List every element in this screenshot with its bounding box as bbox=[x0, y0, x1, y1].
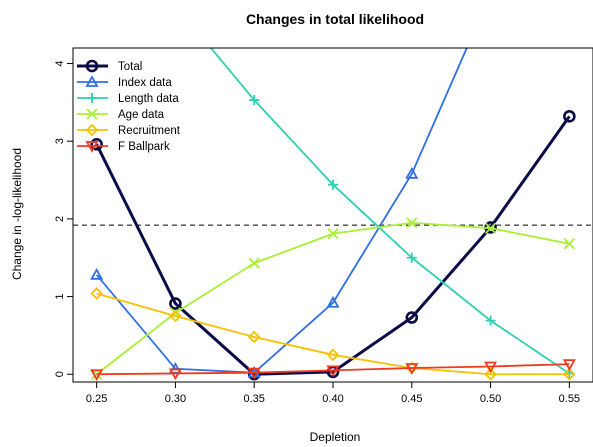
y-tick-label: 1 bbox=[54, 293, 66, 299]
x-tick-label: 0.50 bbox=[480, 393, 501, 405]
data-point bbox=[169, 309, 182, 323]
data-point bbox=[90, 267, 104, 280]
data-point bbox=[563, 367, 576, 381]
legend-item: Total bbox=[77, 59, 142, 73]
legend-marker bbox=[85, 141, 99, 153]
data-point bbox=[90, 287, 103, 300]
data-point bbox=[405, 166, 419, 179]
legend-label: F Ballpark bbox=[118, 141, 170, 153]
data-point bbox=[326, 365, 340, 378]
data-point bbox=[406, 252, 417, 263]
y-tick-label: 4 bbox=[54, 60, 66, 66]
data-point bbox=[327, 228, 339, 240]
x-tick-label: 0.55 bbox=[559, 393, 580, 405]
axes: 0.25 0.30 0.35 0.40 0.45 0.50 0.55 0 1 2 3 4 bbox=[54, 60, 580, 405]
data-point bbox=[484, 367, 497, 381]
x-tick-label: 0.35 bbox=[244, 393, 265, 405]
legend-marker bbox=[85, 59, 99, 73]
data-point bbox=[405, 311, 419, 324]
data-point bbox=[249, 95, 260, 106]
data-point bbox=[170, 0, 180, 10]
data-point bbox=[485, 315, 496, 326]
data-point bbox=[562, 359, 576, 371]
data-point bbox=[90, 369, 104, 382]
legend-label: Index data bbox=[118, 77, 172, 89]
series-age-data bbox=[90, 217, 576, 380]
data-point bbox=[484, 222, 497, 234]
y-tick-label: 2 bbox=[54, 216, 66, 222]
y-axis-label: Change in -log-likelihood bbox=[10, 148, 24, 280]
legend-label: Age data bbox=[118, 109, 165, 121]
legend-item: Recruitment bbox=[77, 123, 181, 137]
y-tick-label: 3 bbox=[54, 138, 66, 144]
series-line bbox=[95, 115, 571, 376]
x-tick-label: 0.25 bbox=[86, 393, 107, 405]
data-point bbox=[168, 368, 182, 381]
data-point bbox=[247, 367, 261, 380]
data-point bbox=[406, 217, 418, 229]
data-point bbox=[326, 348, 340, 362]
x-tick-label: 0.30 bbox=[165, 393, 186, 405]
legend-marker bbox=[86, 108, 98, 120]
data-point bbox=[328, 179, 338, 190]
data-point bbox=[248, 257, 260, 269]
data-point bbox=[90, 138, 103, 151]
x-tick-label: 0.40 bbox=[322, 393, 343, 405]
legend-marker bbox=[87, 93, 97, 103]
legend: Total Index data Length data Age data Recrui… bbox=[77, 59, 181, 153]
legend-marker bbox=[85, 123, 99, 137]
legend-label: Length data bbox=[118, 93, 179, 105]
series-f-ballpark bbox=[90, 359, 576, 382]
chart-title: Changes in total likelihood bbox=[246, 11, 424, 27]
data-point bbox=[563, 238, 576, 250]
legend-item: Length data bbox=[77, 93, 179, 105]
y-tick-label: 0 bbox=[54, 371, 66, 377]
data-point bbox=[563, 110, 576, 123]
x-axis-label: Depletion bbox=[310, 430, 361, 444]
legend-item: F Ballpark bbox=[77, 141, 170, 153]
data-point bbox=[405, 363, 419, 375]
legend-item: Index data bbox=[77, 75, 172, 89]
data-point bbox=[247, 330, 261, 344]
data-point bbox=[326, 295, 340, 308]
series-layer bbox=[90, 0, 576, 382]
legend-label: Total bbox=[118, 61, 142, 73]
series-line bbox=[96, 292, 570, 376]
x-tick-label: 0.45 bbox=[401, 393, 422, 405]
series-line bbox=[96, 363, 570, 376]
data-point bbox=[484, 361, 498, 374]
legend-marker bbox=[85, 75, 99, 87]
data-point bbox=[169, 297, 182, 310]
legend-label: Recruitment bbox=[118, 125, 181, 137]
legend-item: Age data bbox=[77, 108, 165, 121]
